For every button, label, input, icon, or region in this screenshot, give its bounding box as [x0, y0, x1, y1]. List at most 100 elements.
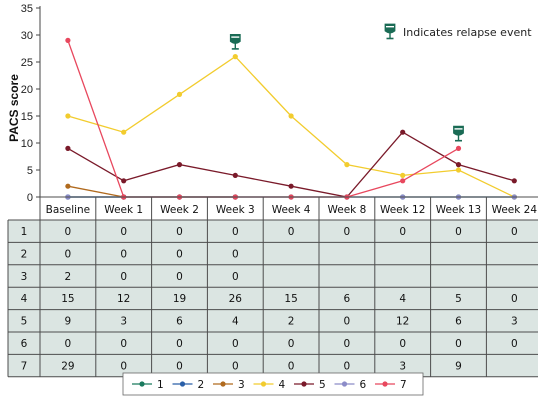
y-tick-label: 5 — [27, 165, 33, 177]
table-header-cell: Week 3 — [216, 204, 255, 216]
legend-label: 3 — [238, 379, 245, 391]
table-cell: 6 — [455, 316, 462, 328]
y-tick-label: 25 — [21, 57, 33, 69]
legend-swatch-point — [301, 381, 307, 387]
table-row-label: 6 — [21, 338, 28, 350]
table-header-cell: Week 2 — [160, 204, 199, 216]
table-cell: 0 — [511, 338, 518, 350]
table-cell: 0 — [176, 360, 183, 372]
table-cell: 0 — [120, 338, 127, 350]
table-cell: 0 — [232, 271, 239, 283]
data-table: Baseline Week 1 Week 2 Week 3 Week 4 Week 8 We… — [7, 196, 538, 378]
table-cell: 0 — [511, 293, 518, 305]
table-cell: 6 — [344, 293, 351, 305]
table-cell: 12 — [117, 293, 130, 305]
legend-item: 1 — [132, 379, 164, 391]
table-cell: 9 — [65, 316, 72, 328]
series-4-point — [176, 91, 183, 97]
table-cell: 0 — [455, 226, 462, 238]
legend-label: 5 — [319, 379, 326, 391]
table-header-cell: Week 24 — [492, 204, 538, 216]
series-7-point — [400, 178, 406, 184]
series-5 — [65, 129, 517, 200]
series-4-point — [344, 162, 350, 168]
legend-label: 1 — [157, 379, 164, 391]
table-cell: 0 — [120, 248, 127, 260]
legend-swatch-point — [382, 381, 388, 387]
wine-glass-highlight — [386, 26, 394, 28]
table-cell: 0 — [399, 226, 406, 238]
table-cell: 3 — [511, 316, 518, 328]
legend-item: 3 — [213, 379, 245, 391]
y-tick-label: 30 — [21, 30, 33, 42]
table-cell: 0 — [176, 248, 183, 260]
table-cell: 4 — [399, 293, 406, 305]
table-cell: 0 — [344, 338, 351, 350]
table-header-cell: Week 12 — [380, 204, 425, 216]
table-cell: 5 — [455, 293, 462, 305]
table-header-cell: Week 1 — [104, 204, 143, 216]
table-row-label: 4 — [21, 293, 28, 305]
relapse-marker — [453, 125, 464, 142]
series-7-point — [65, 37, 71, 44]
table-cell: 0 — [120, 360, 127, 372]
table-cell: 0 — [120, 271, 127, 283]
table-header-cell: Week 8 — [328, 204, 367, 216]
legend-label: 7 — [400, 379, 407, 391]
legend-swatch-point — [179, 381, 186, 387]
legend-label: 4 — [279, 379, 286, 391]
wine-glass-bowl — [229, 34, 241, 44]
y-ticks: 0 5 10 15 20 25 30 35 — [21, 3, 40, 204]
table-cell: 0 — [232, 226, 239, 238]
table-cell: 0 — [120, 226, 127, 238]
table-cell: 29 — [61, 360, 74, 372]
relapse-note-text: Indicates relapse event — [403, 26, 532, 39]
legend-swatch-point — [260, 381, 267, 387]
wine-glass-icon — [384, 23, 396, 40]
legend-item: 2 — [172, 379, 204, 391]
series-3-line — [67, 185, 236, 198]
table-cell: 0 — [176, 338, 183, 350]
table-cell: 6 — [176, 316, 183, 328]
series-4-point — [288, 113, 294, 119]
table-cell: 0 — [288, 226, 295, 238]
table-cell: 12 — [396, 316, 409, 328]
y-tick-label: 15 — [21, 111, 33, 123]
table-cell: 0 — [455, 338, 462, 350]
table-cell: 0 — [65, 248, 72, 260]
table-cell: 0 — [288, 360, 295, 372]
series-5-point — [288, 183, 294, 189]
table-row-label: 5 — [21, 316, 28, 328]
table-cell: 0 — [176, 271, 183, 283]
legend-item: 6 — [334, 379, 367, 391]
table-row-label: 2 — [21, 248, 28, 260]
table-cell: 15 — [61, 293, 74, 305]
table-cell: 0 — [232, 248, 239, 260]
table-cell: 0 — [65, 226, 72, 238]
series-5-point — [400, 129, 406, 135]
wine-glass-highlight — [454, 128, 463, 130]
y-tick-label: 20 — [21, 84, 33, 96]
legend-label: 6 — [360, 379, 367, 391]
legend-swatch-point — [341, 381, 348, 387]
table-cell: 26 — [229, 293, 243, 305]
wine-glass-bowl — [384, 23, 396, 34]
legend-item: 7 — [375, 379, 407, 391]
wine-glass-bowl — [453, 125, 464, 136]
relapse-markers — [229, 34, 464, 142]
series-5-point — [121, 178, 127, 184]
note-wine-glass — [384, 23, 396, 40]
legend-item: 5 — [294, 379, 326, 391]
table-header-cell: Baseline — [46, 204, 91, 216]
table-row-label: 7 — [21, 360, 28, 372]
legend-swatch-point — [220, 381, 226, 387]
table-header-cell: Week 13 — [436, 204, 481, 216]
series-4-point — [121, 129, 127, 135]
table-cell: 3 — [399, 360, 406, 372]
relapse-note: Indicates relapse event — [384, 23, 532, 40]
y-tick-label: 35 — [21, 3, 33, 15]
table-row-label: 3 — [21, 271, 28, 283]
series-5-point — [65, 145, 71, 151]
table-cell: 0 — [511, 226, 518, 238]
